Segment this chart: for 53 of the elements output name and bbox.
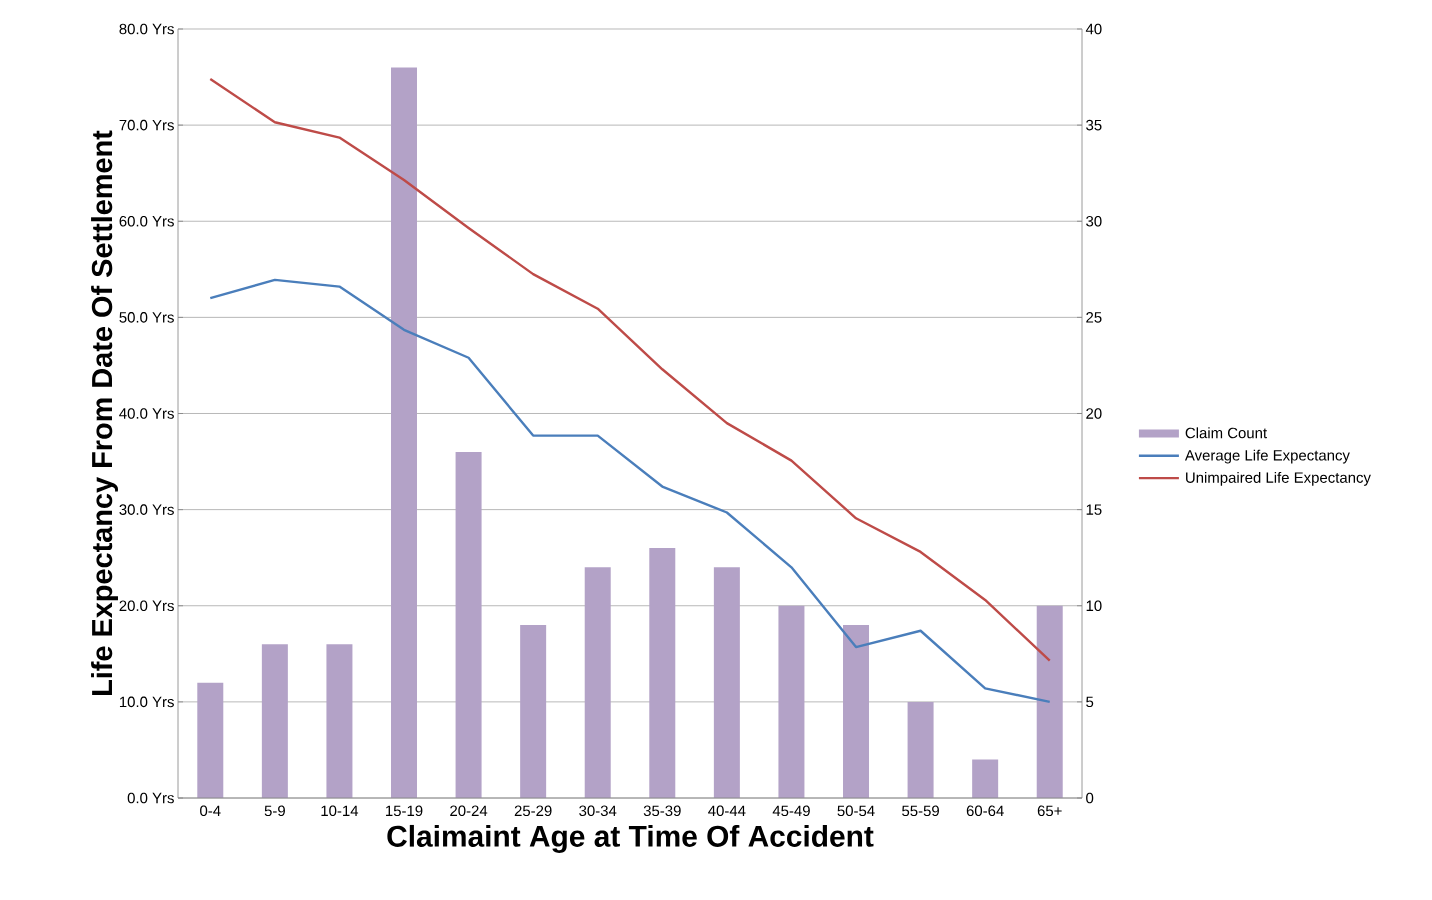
y-tick-label: 70.0 Yrs [119, 119, 174, 131]
y-tick-label: 10.0 Yrs [119, 696, 174, 708]
y2-tick-label: 35 [1086, 119, 1102, 131]
bar [391, 67, 417, 798]
x-axis-title: Claimaint Age at Time Of Accident [387, 824, 874, 853]
x-tick-label: 35-39 [643, 805, 681, 817]
x-tick-label: 10-14 [321, 805, 359, 817]
y-tick-label: 20.0 Yrs [119, 600, 174, 612]
legend-label: Claim Count [1185, 427, 1267, 439]
legend-label: Average Life Expectancy [1184, 449, 1350, 464]
bar [907, 701, 934, 798]
x-tick-label: 30-34 [579, 805, 617, 817]
bar [778, 605, 805, 798]
y-tick-label: 80.0 Yrs [119, 23, 174, 35]
y-axis-title: Life Expectancy From Date Of Settlement [91, 130, 118, 695]
bar [972, 759, 999, 798]
y2-tick-label: 0 [1086, 792, 1094, 804]
y2-tick-label: 40 [1085, 23, 1102, 35]
bar [649, 548, 676, 798]
y-tick-label: 40.0 Yrs [119, 408, 174, 419]
y2-tick-label: 25 [1086, 312, 1102, 323]
x-tick-label: 0-4 [200, 805, 221, 817]
bar [455, 451, 482, 798]
x-tick-label: 60-64 [966, 805, 1004, 817]
x-tick-label: 25-29 [514, 805, 552, 817]
y2-tick-label: 15 [1086, 504, 1102, 515]
y2-tick-label: 10 [1086, 600, 1102, 612]
line-series [209, 278, 1051, 704]
bar [261, 644, 288, 798]
y2-tick-label: 5 [1086, 696, 1094, 708]
bar [584, 567, 611, 798]
bar [520, 624, 547, 798]
x-tick-label: 20-24 [450, 805, 488, 817]
bar [1036, 605, 1063, 798]
y-tick-label: 30.0 Yrs [119, 504, 174, 515]
legend-label: Unimpaired Life Expectancy [1186, 471, 1371, 486]
y2-tick-label: 20 [1086, 408, 1102, 419]
x-tick-label: 45-49 [772, 805, 810, 817]
bar [326, 644, 353, 798]
y-tick-label: 50.0 Yrs [119, 312, 174, 323]
x-tick-label: 5-9 [264, 805, 285, 817]
y-tick-label: 60.0 Yrs [119, 215, 174, 227]
line-series [209, 77, 1051, 662]
x-tick-label: 40-44 [708, 805, 746, 817]
x-tick-label: 55-59 [902, 805, 939, 817]
x-tick-label: 50-54 [837, 805, 875, 817]
bar [713, 567, 740, 798]
x-tick-label: 15-19 [386, 805, 423, 817]
y2-tick-label: 30 [1086, 215, 1102, 227]
bar [843, 624, 870, 798]
x-tick-label: 65+ [1037, 805, 1062, 817]
y-tick-label: 0.0 Yrs [127, 792, 174, 804]
bar [197, 682, 224, 798]
